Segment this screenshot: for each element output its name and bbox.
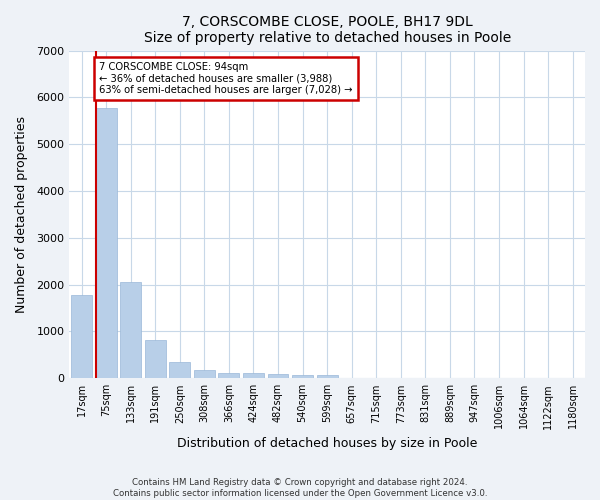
Bar bbox=[71, 295, 92, 378]
Bar bbox=[169, 362, 190, 378]
Bar bbox=[145, 340, 166, 378]
Bar bbox=[218, 372, 239, 378]
Text: 7 CORSCOMBE CLOSE: 94sqm
← 36% of detached houses are smaller (3,988)
63% of sem: 7 CORSCOMBE CLOSE: 94sqm ← 36% of detach… bbox=[100, 62, 353, 96]
Y-axis label: Number of detached properties: Number of detached properties bbox=[15, 116, 28, 313]
Bar bbox=[243, 373, 264, 378]
X-axis label: Distribution of detached houses by size in Poole: Distribution of detached houses by size … bbox=[177, 437, 478, 450]
Title: 7, CORSCOMBE CLOSE, POOLE, BH17 9DL
Size of property relative to detached houses: 7, CORSCOMBE CLOSE, POOLE, BH17 9DL Size… bbox=[143, 15, 511, 45]
Bar bbox=[120, 282, 141, 378]
Bar bbox=[292, 374, 313, 378]
Text: Contains HM Land Registry data © Crown copyright and database right 2024.
Contai: Contains HM Land Registry data © Crown c… bbox=[113, 478, 487, 498]
Bar bbox=[268, 374, 289, 378]
Bar bbox=[96, 108, 116, 378]
Bar bbox=[317, 375, 338, 378]
Bar bbox=[194, 370, 215, 378]
